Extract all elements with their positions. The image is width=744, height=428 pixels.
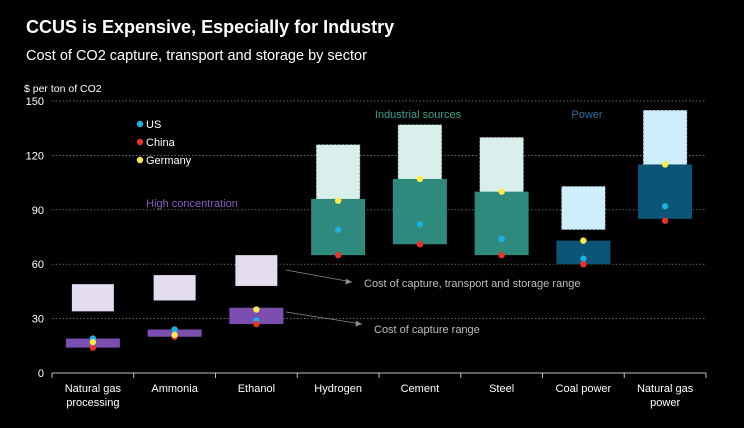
capture-range-bar <box>474 191 529 256</box>
y-axis-label: $ per ton of CO2 <box>24 83 102 95</box>
y-tick-label: 120 <box>26 150 44 162</box>
labels-layer: 0 30 60 90 120 150 Natural gas processing Ammoni… <box>26 96 694 409</box>
data-point-us <box>171 326 178 333</box>
x-tick-label: Ethanol <box>238 383 275 395</box>
data-point-china <box>580 261 587 268</box>
annotation-arrowhead-total <box>345 278 352 285</box>
x-tick-label: Steel <box>489 383 514 395</box>
data-point-germany <box>89 338 97 346</box>
data-point-china <box>253 320 260 328</box>
annotation-capture-range: Cost of capture range <box>374 324 480 336</box>
x-tick-label: processing <box>66 397 119 409</box>
y-tick-label: 0 <box>38 368 44 380</box>
data-point-china <box>89 344 97 351</box>
y-tick-label: 150 <box>26 96 44 108</box>
capture-range-bar <box>392 178 447 245</box>
legend-label-china: China <box>146 137 176 149</box>
data-point-germany <box>661 161 669 168</box>
chart-subtitle: Cost of CO2 capture, transport and stora… <box>26 48 367 64</box>
data-point-us <box>416 221 424 228</box>
group-label-power: Power <box>571 109 603 121</box>
data-point-us <box>498 235 505 243</box>
group-label-industrial: Industrial sources <box>375 109 462 121</box>
data-point-china <box>334 251 342 259</box>
x-tick-label: power <box>650 397 680 409</box>
total-range-bar <box>153 275 196 301</box>
grid-layer <box>51 100 707 378</box>
x-tick-label: Coal power <box>556 383 612 395</box>
x-tick-label: Ammonia <box>151 383 198 395</box>
annotation-total-range: Cost of capture, transport and storage r… <box>364 278 580 290</box>
data-point-china <box>498 251 505 259</box>
chart-title: CCUS is Expensive, Especially for Indust… <box>26 17 395 37</box>
annotation-arrowhead-capture <box>355 320 362 327</box>
legend-marker-china <box>136 138 144 146</box>
data-point-us <box>334 226 342 233</box>
y-tick-label: 30 <box>32 314 44 326</box>
legend-marker-germany <box>136 156 144 164</box>
group-label-high: High concentration <box>146 198 238 210</box>
x-tick-label: Natural gas <box>65 383 122 395</box>
annotation-pointer-capture <box>285 311 363 325</box>
data-point-germany <box>416 175 424 183</box>
data-point-germany <box>498 188 505 195</box>
total-range-bar <box>560 185 606 231</box>
data-point-germany <box>580 237 587 244</box>
bars-layer <box>65 109 693 348</box>
data-point-china <box>661 217 669 224</box>
y-tick-label: 90 <box>32 205 44 217</box>
total-range-bar <box>71 284 114 312</box>
data-point-germany <box>253 306 260 313</box>
legend-marker-us <box>136 120 144 128</box>
data-point-germany <box>171 331 178 339</box>
capture-range-bar <box>229 307 284 325</box>
data-point-china <box>416 241 424 248</box>
annotation-pointer-total <box>285 269 353 283</box>
data-point-germany <box>334 197 342 204</box>
x-tick-label: Natural gas <box>637 383 694 395</box>
x-tick-label: Cement <box>401 383 440 395</box>
capture-range-bar <box>638 164 693 219</box>
x-tick-label: Hydrogen <box>314 383 362 395</box>
points-layer <box>89 161 669 351</box>
annotation-layer: Cost of capture, transport and storage r… <box>285 269 580 336</box>
y-tick-label: 60 <box>32 259 44 271</box>
legend-label-germany: Germany <box>146 155 192 167</box>
legend: US China Germany <box>136 119 192 167</box>
data-point-us <box>661 202 669 210</box>
total-range-bar <box>235 255 278 286</box>
capture-range-bar <box>556 240 611 265</box>
legend-label-us: US <box>146 119 161 131</box>
data-point-us <box>580 255 587 262</box>
